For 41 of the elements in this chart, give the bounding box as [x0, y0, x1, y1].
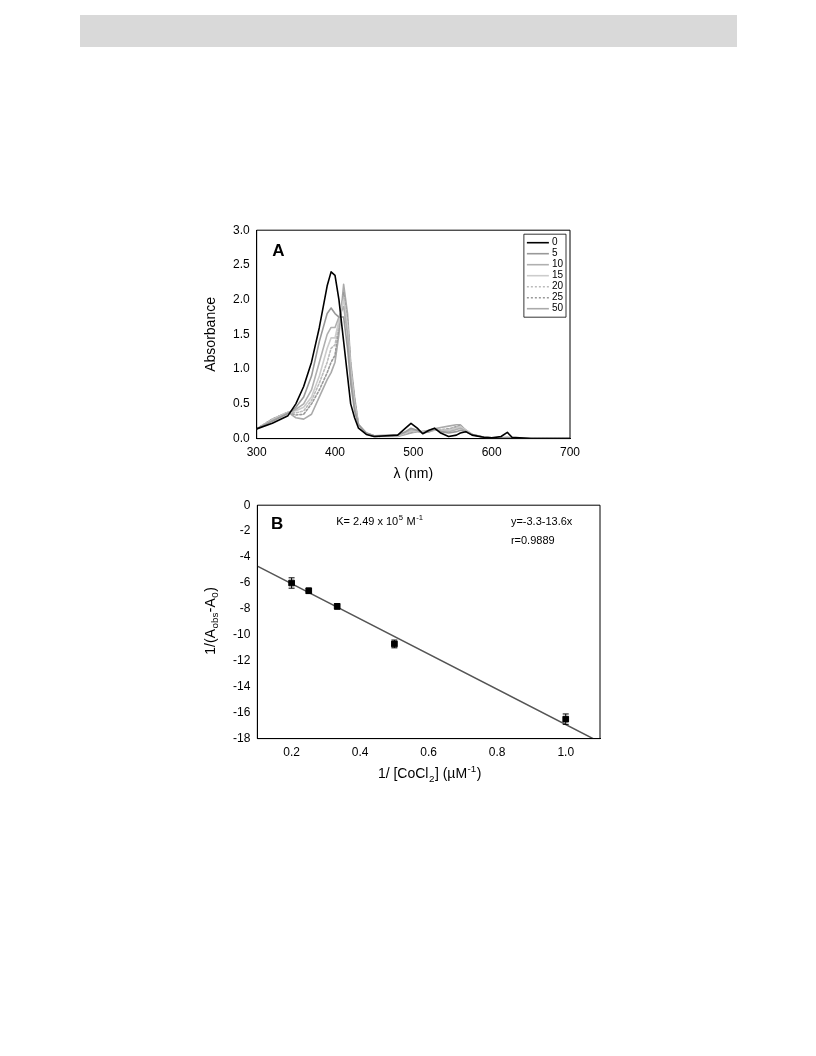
y-tick-label: 0 [243, 497, 251, 512]
x-tick-label: 0.2 [283, 745, 301, 760]
legend-label: 5 [551, 247, 558, 259]
x-tick-label: 0.6 [420, 745, 438, 760]
y-tick-label: -6 [239, 575, 251, 590]
legend-label: 20 [551, 280, 564, 292]
y-tick-label: -16 [233, 704, 251, 719]
x-axis-title: λ (nm) [393, 465, 434, 482]
y-tick-label: 0.0 [232, 430, 250, 445]
y-tick-label: 2.5 [232, 257, 250, 272]
x-tick-label: 0.8 [488, 745, 506, 760]
y-tick-label: -14 [233, 679, 251, 694]
y-tick-label: 1.5 [232, 326, 250, 341]
y-tick-label: 1.0 [232, 361, 250, 376]
y-tick-label: -12 [233, 653, 251, 668]
y-axis-title: 1/(Aobs-A0) [202, 587, 221, 655]
x-tick-label: 300 [246, 445, 268, 460]
x-tick-label: 600 [481, 445, 502, 460]
annotation: A [272, 240, 285, 260]
y-tick-label: -4 [239, 549, 251, 564]
legend-label: 10 [551, 258, 564, 270]
x-tick-label: 400 [325, 445, 346, 460]
y-tick-label: -10 [233, 627, 251, 642]
annotation: B [271, 513, 284, 533]
y-tick-label: 0.5 [232, 396, 250, 411]
x-tick-label: 0.4 [351, 745, 369, 760]
x-tick-label: 700 [559, 445, 581, 460]
y-tick-label: -18 [233, 730, 251, 745]
y-tick-label: 3.0 [232, 222, 250, 237]
x-tick-label: 500 [403, 445, 424, 460]
legend-label: 25 [551, 291, 564, 303]
x-tick-label: 1.0 [557, 745, 575, 760]
annotation: r=0.9889 [510, 534, 555, 547]
legend-label: 50 [551, 302, 564, 314]
legend-label: 15 [551, 269, 564, 281]
y-tick-label: 2.0 [232, 291, 250, 306]
annotation: y=-3.3-13.6x [510, 514, 573, 527]
y-tick-label: -2 [239, 523, 251, 538]
y-axis-title: Absorbance [201, 296, 218, 372]
y-tick-label: -8 [239, 601, 251, 616]
legend-label: 0 [551, 236, 558, 248]
